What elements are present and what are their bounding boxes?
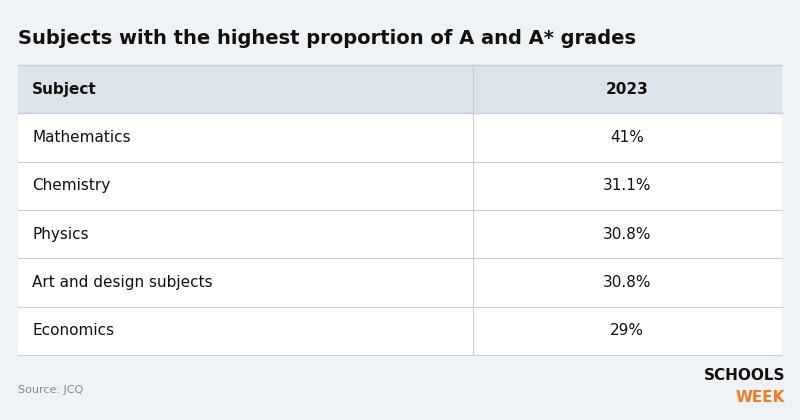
Text: 29%: 29% (610, 323, 644, 339)
Bar (18, 65, 782, 113)
Text: Physics: Physics (32, 227, 89, 241)
Text: 41%: 41% (610, 130, 644, 145)
Text: Art and design subjects: Art and design subjects (32, 275, 213, 290)
Text: Chemistry: Chemistry (32, 178, 110, 193)
Text: Mathematics: Mathematics (32, 130, 130, 145)
Text: 30.8%: 30.8% (603, 275, 651, 290)
Text: SCHOOLS: SCHOOLS (703, 368, 785, 383)
Text: 2023: 2023 (606, 81, 649, 97)
Text: 31.1%: 31.1% (603, 178, 651, 193)
Text: Subjects with the highest proportion of A and A* grades: Subjects with the highest proportion of … (18, 29, 636, 47)
Text: 30.8%: 30.8% (603, 227, 651, 241)
Text: Economics: Economics (32, 323, 114, 339)
Text: WEEK: WEEK (736, 391, 785, 405)
Bar (18, 65, 782, 355)
Text: Subject: Subject (32, 81, 97, 97)
Text: Source: JCQ: Source: JCQ (18, 385, 83, 395)
